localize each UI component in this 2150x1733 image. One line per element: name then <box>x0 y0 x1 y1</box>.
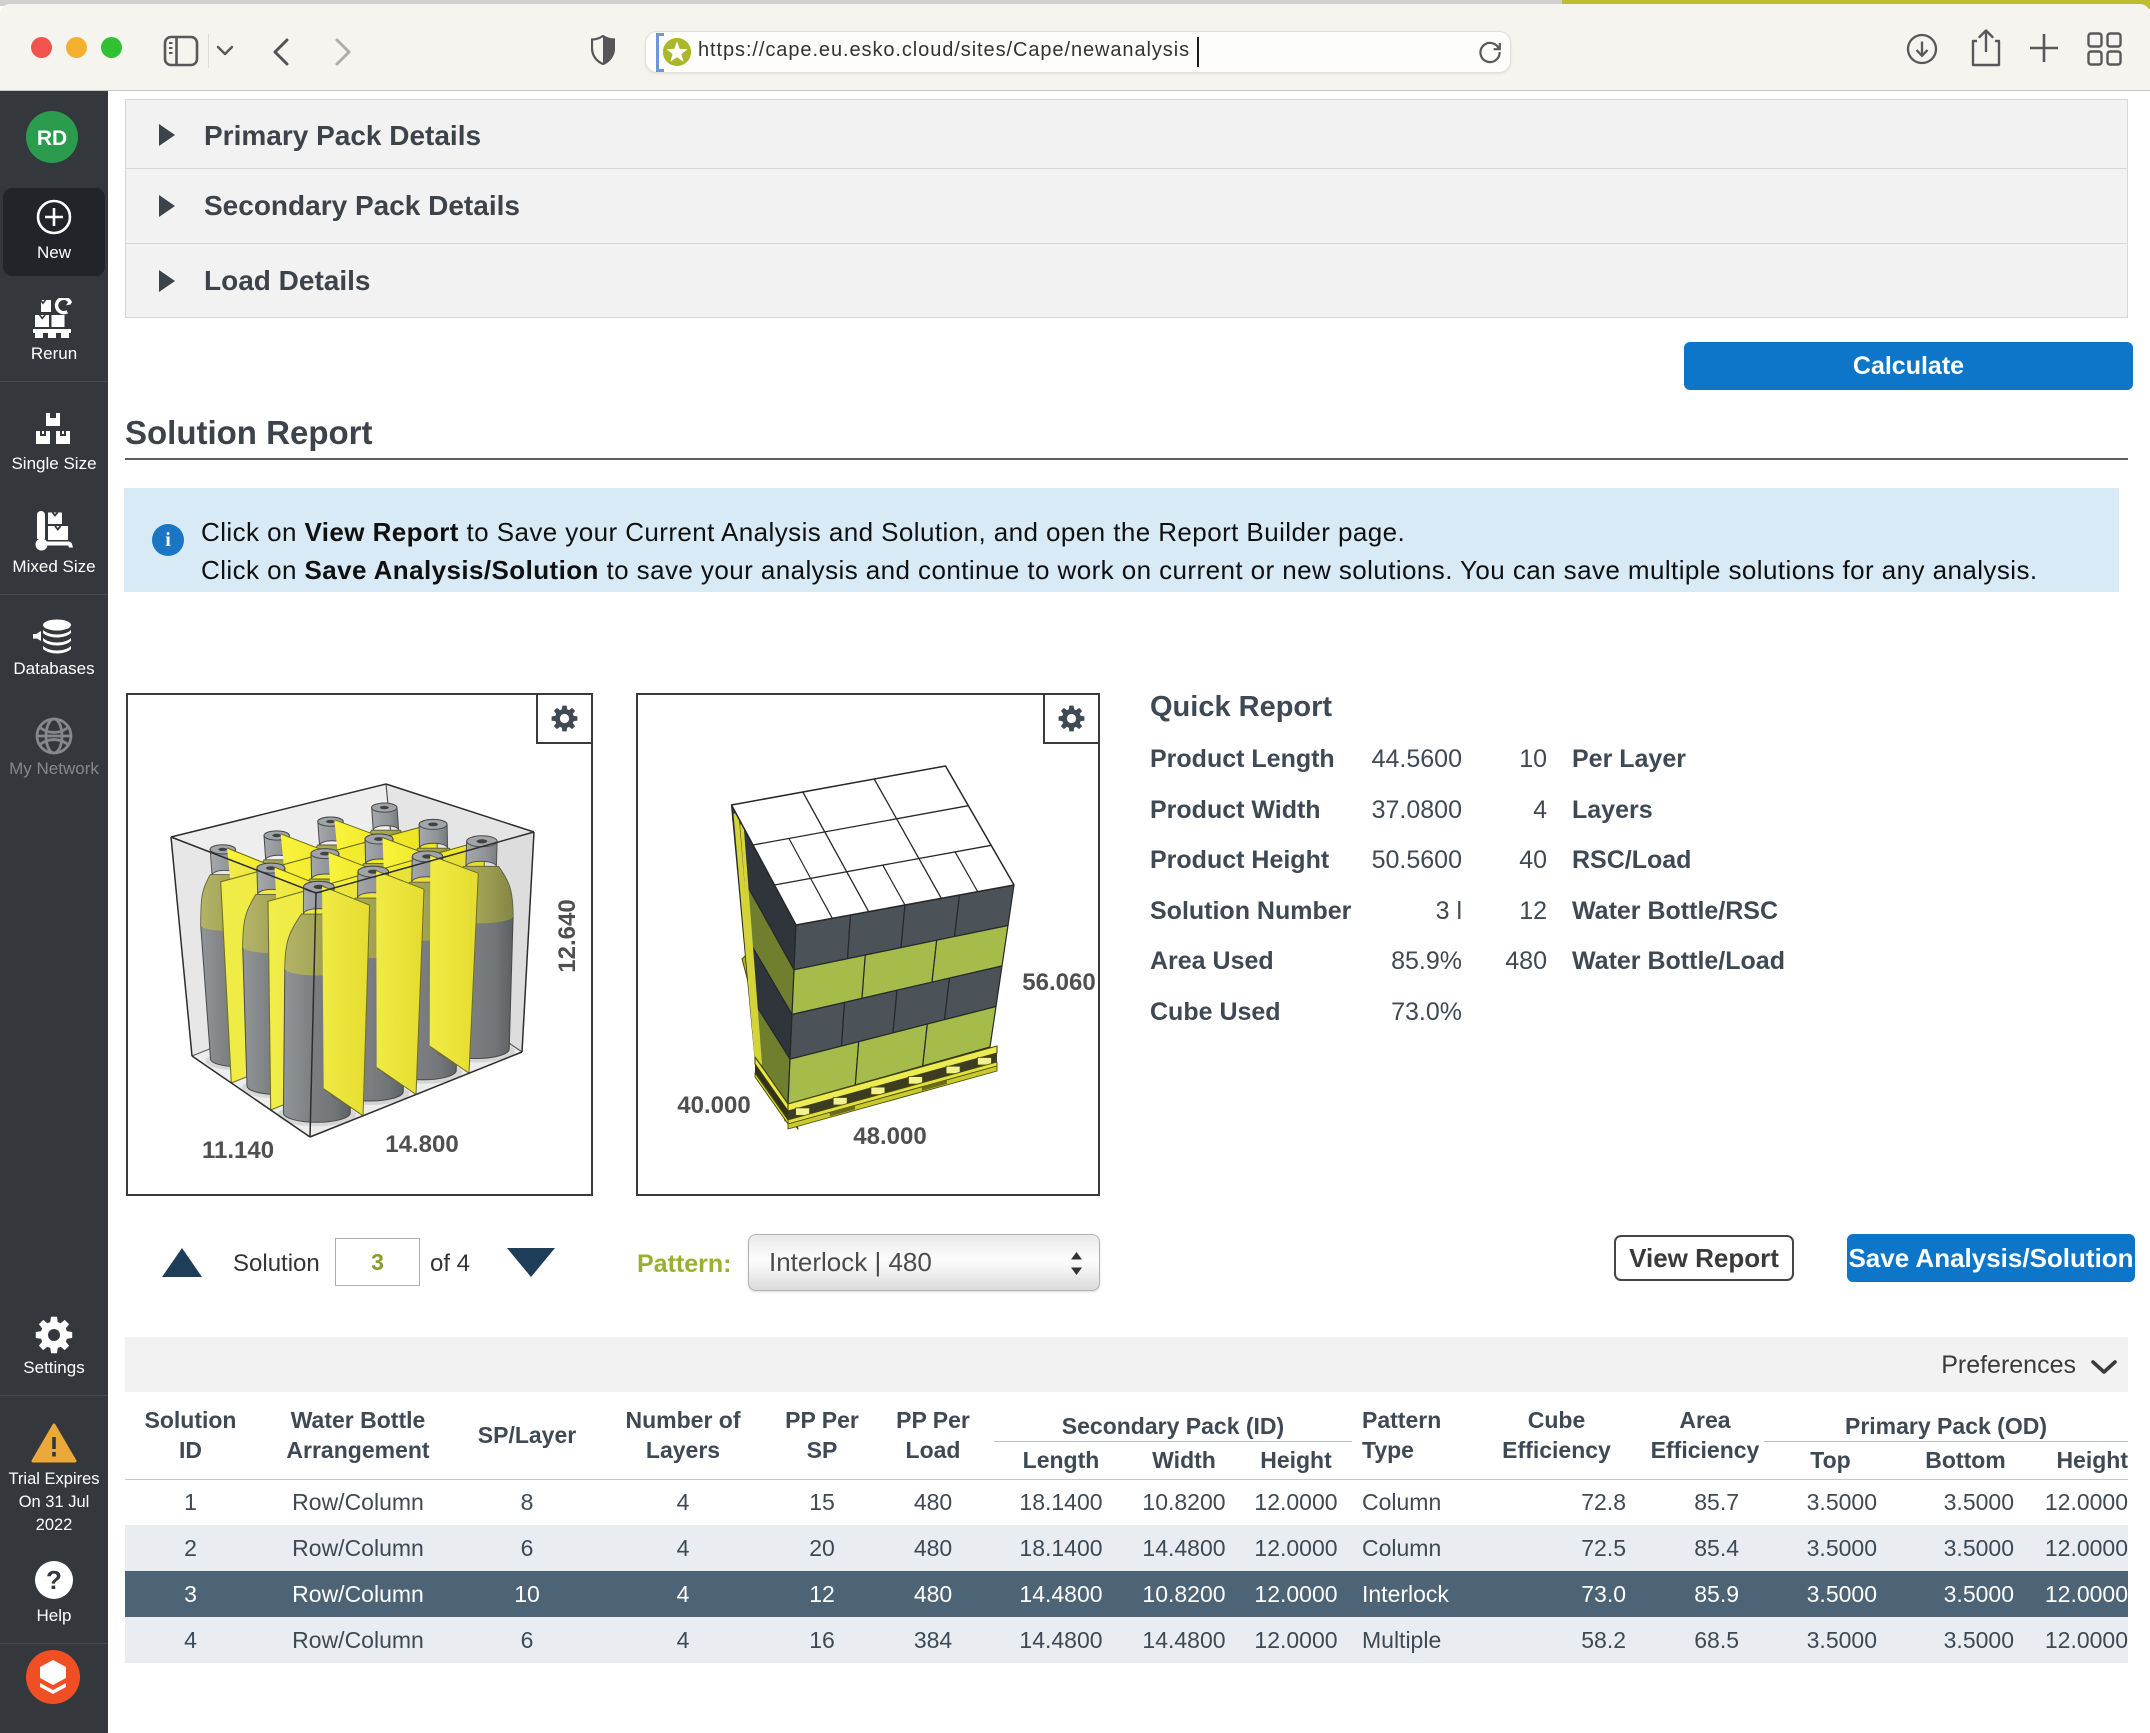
svg-text:56.060: 56.060 <box>1022 969 1095 996</box>
svg-text:48.000: 48.000 <box>853 1123 926 1150</box>
svg-text:11.140: 11.140 <box>202 1137 274 1164</box>
svg-text:?: ? <box>46 1565 62 1595</box>
svg-text:14.800: 14.800 <box>385 1131 458 1158</box>
svg-text:12.640: 12.640 <box>554 899 581 972</box>
svg-text:40.000: 40.000 <box>677 1092 750 1119</box>
